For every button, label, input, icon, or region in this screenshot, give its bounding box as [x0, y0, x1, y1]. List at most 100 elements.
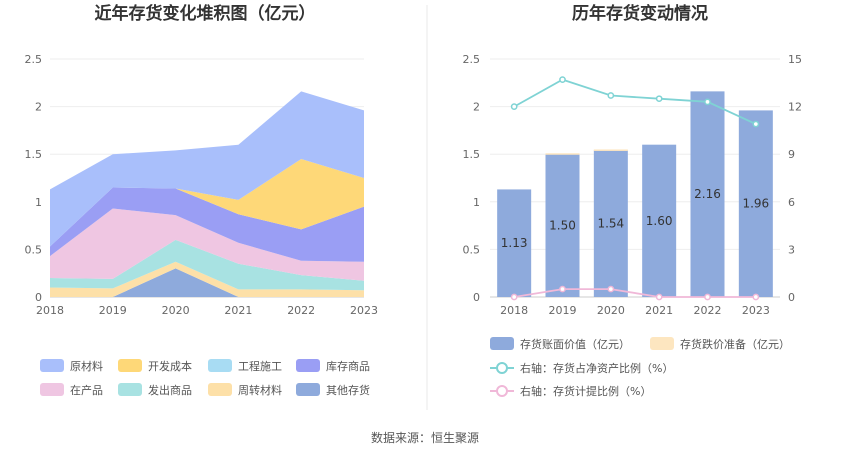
right-x-tick-label: 2022: [694, 304, 722, 317]
legend-swatch: [650, 337, 674, 350]
area-layer-库存商品: [50, 187, 364, 262]
legend-label: 右轴：存货占净资产比例（%）: [520, 361, 673, 375]
right-chart-title: 历年存货变动情况: [572, 3, 708, 24]
legend-swatch-其他存货: [296, 383, 320, 396]
bar-book-value: [497, 189, 532, 297]
right-x-tick-label: 2021: [645, 304, 673, 317]
right-y2-tick-label: 15: [788, 53, 802, 66]
point-inventory-ratio: [704, 98, 711, 106]
legend-label-周转材料: 周转材料: [238, 383, 282, 397]
point-provision-ratio: [752, 293, 760, 301]
point-provision-ratio: [655, 293, 663, 301]
right-axis-ticks: 0 0.5 1 1.5 2 2.5 0 3 6 9 12 15 2018 2019 2020 2021 2022…: [463, 53, 803, 317]
legend-swatch-在产品: [40, 383, 64, 396]
legend-label-原材料: 原材料: [70, 359, 103, 373]
left-y-tick-label: 2.5: [25, 53, 43, 66]
point-inventory-ratio: [752, 120, 760, 128]
legend-line-marker: [496, 362, 508, 374]
left-x-tick-label: 2018: [36, 304, 64, 317]
bar-value-label: 2.16: [694, 187, 721, 201]
point-provision-ratio: [510, 293, 518, 301]
legend-label-其他存货: 其他存货: [326, 383, 370, 397]
area-layer-周转材料: [50, 261, 364, 297]
right-x-tick-label: 2020: [597, 304, 625, 317]
left-x-tick-label: 2019: [99, 304, 127, 317]
point-provision-ratio: [559, 285, 566, 293]
area-layer-开发成本: [50, 159, 364, 247]
right-bars: 1.13 1.50 1.54 1.60 2.16 1.96: [497, 91, 773, 298]
right-y-tick-label: 0.5: [463, 243, 481, 256]
point-inventory-ratio: [510, 103, 518, 110]
legend-swatch-发出商品: [118, 383, 142, 396]
area-layer-在产品: [50, 208, 364, 281]
left-x-tick-label: 2021: [224, 304, 252, 317]
right-gridlines: [490, 58, 780, 298]
legend-label-库存商品: 库存商品: [326, 359, 370, 373]
right-y-tick-label: 2: [473, 101, 480, 114]
legend-swatch-库存商品: [296, 359, 320, 372]
right-lines: [510, 76, 760, 301]
legend-label: 存货账面价值（亿元）: [520, 337, 630, 351]
bar-book-value: [738, 110, 773, 298]
left-chart-title: 近年存货变化堆积图（亿元）: [95, 3, 316, 24]
legend-swatch-周转材料: [208, 383, 232, 396]
bar-value-label: 1.50: [549, 219, 576, 233]
bar-impairment-reserve: [593, 149, 628, 151]
bar-book-value: [690, 91, 725, 297]
right-y-tick-label: 1: [473, 196, 480, 209]
bar-value-label: 1.60: [646, 214, 673, 228]
legend-swatch-原材料: [40, 359, 64, 372]
legend-swatch-开发成本: [118, 359, 142, 372]
data-source-note: 数据来源：恒生聚源: [371, 430, 479, 445]
bar-book-value: [545, 154, 580, 297]
bar-line-chart: 历年存货变动情况 1.131.50 1.54 1.602.161.96 00.511…: [463, 3, 803, 398]
left-y-tick-label: 1.5: [25, 148, 43, 161]
legend-label-工程施工: 工程施工: [238, 360, 282, 373]
legend-label: 存货跌价准备（亿元）: [680, 337, 790, 351]
left-x-tick-label: 2022: [287, 304, 315, 317]
right-x-tick-label: 2018: [500, 304, 528, 317]
left-x-tick-label: 2023: [350, 304, 378, 317]
left-y-tick-label: 2: [35, 101, 42, 114]
left-axis-ticks: 0 0.5 1 1.5 2 2.5 2018 2019 2020 2021 2022 2023: [25, 53, 379, 317]
left-y-tick-label: 0: [35, 291, 42, 304]
point-provision-ratio: [704, 293, 711, 301]
left-y-tick-label: 1: [35, 196, 42, 209]
right-y2-tick-label: 12: [788, 101, 802, 114]
right-y2-tick-label: 9: [788, 148, 795, 161]
point-inventory-ratio: [655, 95, 663, 103]
legend-label-在产品: 在产品: [70, 383, 103, 397]
right-y-tick-label: 1.5: [463, 148, 481, 161]
line-provision-ratio: [514, 288, 756, 298]
right-y2-tick-label: 3: [788, 243, 795, 256]
legend-line-marker: [496, 385, 508, 397]
area-layer-发出商品: [50, 239, 364, 291]
bar-value-label: 1.54: [597, 217, 624, 231]
bar-value-label: 1.13: [501, 236, 528, 250]
legend-label-开发成本: 开发成本: [148, 359, 192, 373]
left-y-tick-label: 0.5: [25, 243, 43, 256]
left-area-layers: [50, 91, 364, 297]
legend-label: 右轴：存货计提比例（%）: [520, 384, 651, 398]
legend-swatch: [490, 337, 514, 350]
legend-label-发出商品: 发出商品: [148, 383, 192, 397]
right-y2-tick-label: 0: [788, 291, 795, 304]
bar-book-value: [593, 150, 628, 297]
right-legend: 存货账面价值（亿元） 存货跌价准备（亿元） 右轴：存货占净资产比例（%） 右轴：存货计…: [490, 337, 790, 398]
point-inventory-ratio: [607, 92, 615, 99]
right-y-tick-label: 0: [473, 291, 480, 304]
point-inventory-ratio: [559, 76, 566, 83]
right-x-tick-label: 2023: [742, 304, 770, 317]
right-y2-tick-label: 6: [788, 196, 795, 209]
bar-book-value: [642, 144, 677, 297]
area-layer-原材料: [50, 91, 364, 247]
right-y-tick-label: 2.5: [463, 53, 481, 66]
line-inventory-ratio: [513, 78, 757, 125]
legend-swatch-工程施工: [208, 359, 232, 372]
point-provision-ratio: [607, 285, 615, 293]
area-layer-其他存货: [50, 268, 364, 297]
left-x-tick-label: 2020: [162, 304, 190, 317]
right-x-tick-label: 2019: [549, 304, 577, 317]
